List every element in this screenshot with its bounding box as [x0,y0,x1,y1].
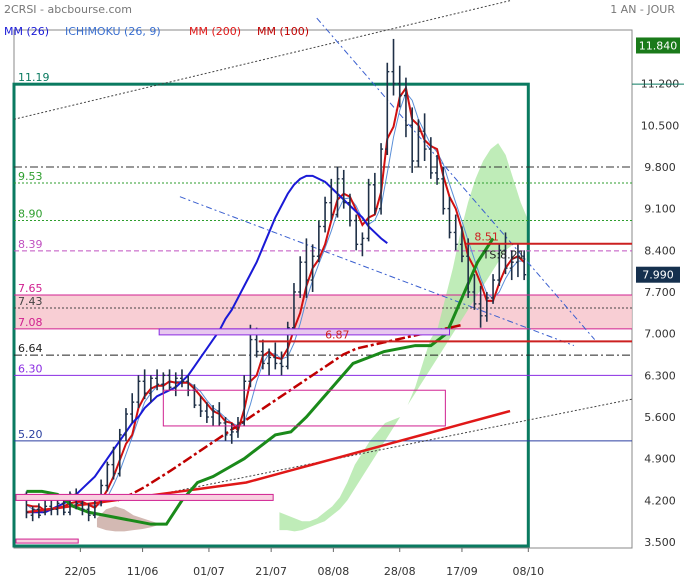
last-price-badge [636,266,680,283]
legend-item: MM (26) [4,25,49,38]
y-tick-label: 3.500 [644,536,676,549]
trend-line [13,0,512,120]
price-badge [636,37,680,54]
chart-source: 2CRSI - abcbourse.com [4,3,132,16]
zone-box [15,538,79,544]
level-label: 8.39 [18,238,43,251]
price-axis: 11.90011.20010.5009.8009.1008.4007.7007.… [632,36,684,549]
zone-box [162,389,446,427]
level-label: 5.20 [18,428,43,441]
x-tick-label: 22/05 [65,565,97,578]
y-tick-label: 9.800 [644,161,676,174]
y-tick-label: 6.300 [644,369,676,382]
level-label: 6.64 [18,342,43,355]
trend-line [316,17,596,340]
legend-item: MM (200) [189,25,241,38]
y-tick-label: 9.100 [644,203,676,216]
level-label: 8.90 [18,208,43,221]
x-tick-label: 21/07 [255,565,287,578]
last-price-label: 7.990 [642,269,674,282]
x-tick-label: 08/10 [512,565,544,578]
date-axis: 22/05 11/06 01/07 21/07 08/08 28/08 17/09 08/10 [65,548,544,578]
y-tick-label: 8.400 [644,244,676,257]
legend-item: ICHIMOKU (26, 9) [65,25,161,38]
level-label: 6.30 [18,362,43,375]
x-tick-label: 28/08 [384,565,416,578]
indicator-legend: MM (26) ICHIMOKU (26, 9) MM (200) MM (100) [4,25,309,38]
chart-annotation: TS:8.21 [482,249,525,262]
ma-line [26,409,511,514]
trend-line [179,196,575,347]
y-tick-label: 7.000 [644,328,676,341]
resistance-zone [14,294,632,329]
x-tick-label: 08/08 [318,565,350,578]
x-tick-label: 17/09 [446,565,478,578]
y-tick-label: 7.700 [644,286,676,299]
level-label: 7.43 [18,295,43,308]
x-tick-label: 11/06 [127,565,159,578]
chikou-line [26,237,495,526]
legend-item: MM (100) [257,25,309,38]
chart-annotation: 8.51 [474,231,499,244]
y-tick-label: 4.900 [644,453,676,466]
zone-box [158,328,451,336]
x-tick-label: 01/07 [193,565,225,578]
level-label: 7.65 [18,282,43,295]
y-tick-label: 5.600 [644,411,676,424]
target-frame [12,82,530,548]
price-badge-label: 11.840 [639,39,678,52]
chart-annotation: 6.87 [325,328,350,341]
y-tick-label: 4.200 [644,494,676,507]
cloud-bullish [279,143,529,532]
level-label: 11.19 [18,71,50,84]
zone-box [15,493,274,501]
level-label: 7.08 [18,316,43,329]
ma-line [26,174,388,514]
y-tick-label: 10.500 [641,119,680,132]
level-label: 9.53 [18,170,43,183]
chart-period: 1 AN - JOUR [610,3,675,16]
trend-line [159,398,633,495]
